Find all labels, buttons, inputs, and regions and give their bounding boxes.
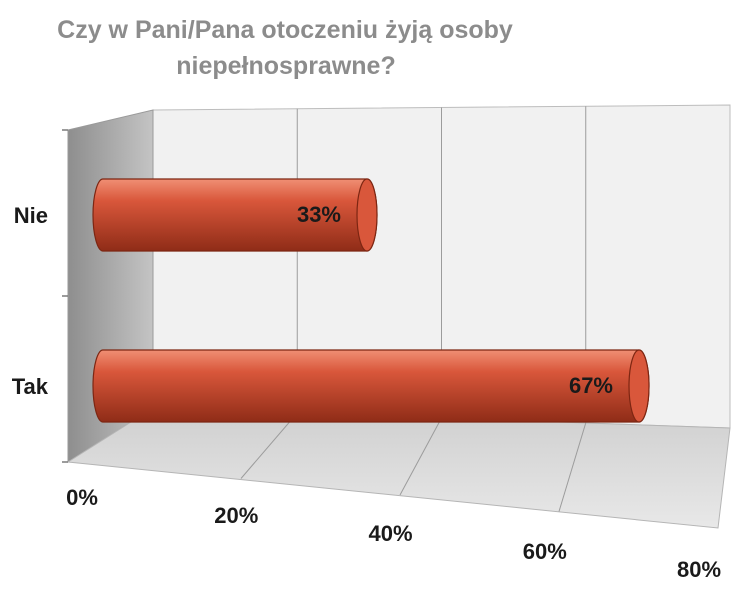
bar-data-label: 67% bbox=[569, 373, 613, 398]
floor bbox=[66, 407, 731, 529]
x-tick-label: 20% bbox=[214, 503, 258, 528]
x-tick-label: 80% bbox=[677, 557, 721, 582]
category-label: Tak bbox=[12, 374, 49, 399]
x-tick-labels: 0% 20% 40% 60% 80% bbox=[66, 485, 721, 582]
bar: 67% bbox=[92, 349, 650, 423]
x-tick-label: 40% bbox=[368, 521, 412, 546]
x-tick-label: 0% bbox=[66, 485, 98, 510]
plot-area-3d bbox=[62, 104, 731, 529]
chart-title-line-1: Czy w Pani/Pana otoczeniu żyją osoby bbox=[57, 16, 513, 44]
floor-gridline bbox=[240, 412, 298, 479]
bar-data-label: 33% bbox=[297, 202, 341, 227]
floor-gridline bbox=[399, 417, 442, 496]
chart-title: Czy w Pani/Pana otoczeniu żyją osoby nie… bbox=[57, 16, 513, 80]
bar-body bbox=[92, 349, 650, 423]
bar: 33% bbox=[92, 178, 378, 252]
bar-end-cap bbox=[356, 178, 378, 252]
x-tick-label: 60% bbox=[523, 539, 567, 564]
category-label: Nie bbox=[14, 203, 48, 228]
bar-end-cap bbox=[628, 349, 650, 423]
category-labels: Nie Tak bbox=[12, 203, 49, 399]
chart-title-line-2: niepełnosprawne? bbox=[176, 52, 395, 80]
floor-gridline bbox=[558, 422, 587, 512]
bars: 33% 67% bbox=[92, 178, 650, 423]
